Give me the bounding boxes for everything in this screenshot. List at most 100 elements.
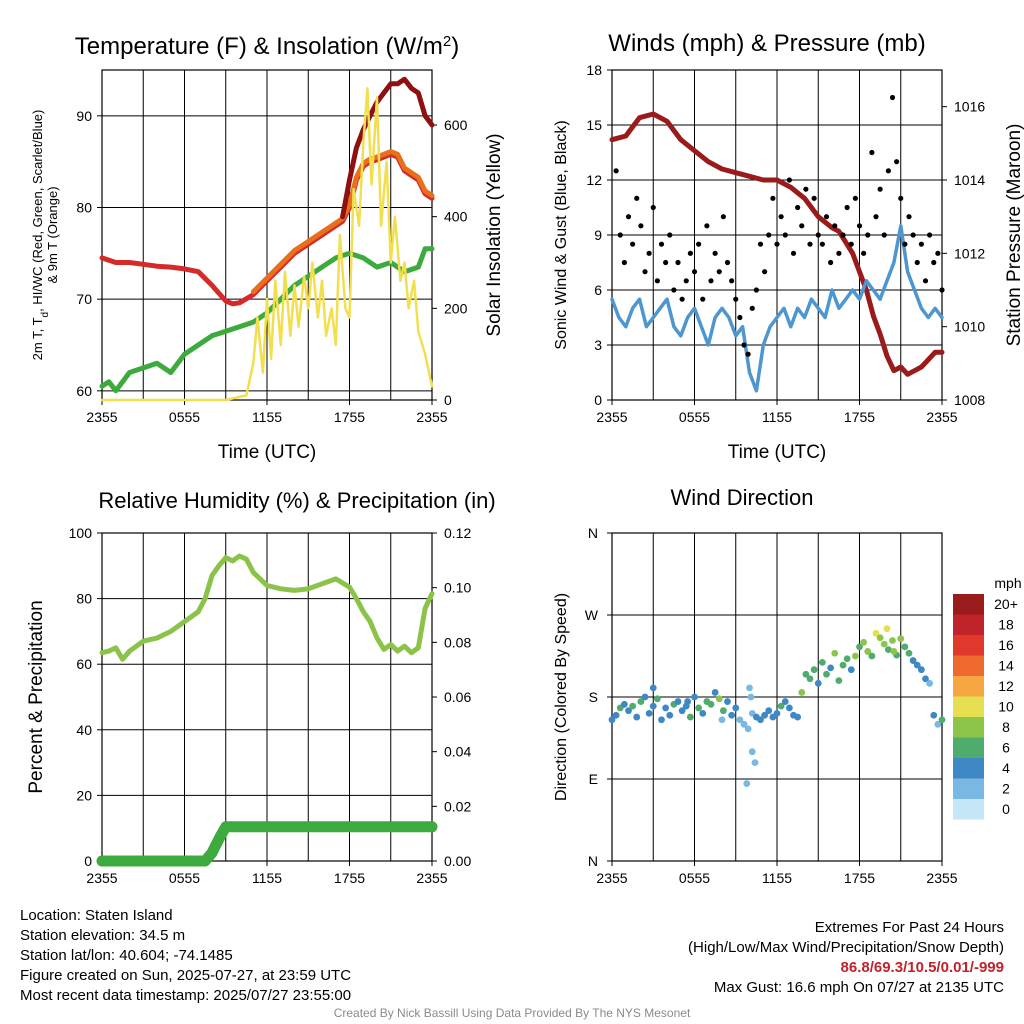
- x-tick-label: 2355: [926, 409, 957, 425]
- direction-point: [794, 713, 802, 721]
- extremes-values: 86.8/69.3/10.5/0.01/-999: [840, 959, 1004, 976]
- y2-tick-label: 1016: [954, 99, 985, 115]
- y-tick-label: 18: [586, 62, 602, 78]
- direction-point: [653, 695, 661, 703]
- y-tick-label: 0: [594, 392, 602, 408]
- y2-tick-label: 1008: [954, 392, 985, 408]
- gust-point: [823, 214, 830, 220]
- station-elevation: Station elevation: 34.5 m: [20, 927, 186, 944]
- direction-point: [901, 643, 909, 651]
- x-tick-label: 0555: [169, 870, 200, 886]
- direction-point: [736, 716, 744, 724]
- y-tick-label: E: [589, 771, 598, 787]
- direction-point: [641, 693, 649, 701]
- gust-point: [700, 296, 706, 302]
- y2-tick-label: 1010: [954, 319, 985, 335]
- gust-point: [737, 314, 743, 321]
- direction-point: [897, 635, 905, 643]
- y-axis-label: Percent & Precipitation: [26, 600, 47, 793]
- gust-point: [889, 94, 896, 101]
- gust-point: [679, 296, 685, 302]
- gust-point: [613, 168, 619, 174]
- direction-point: [883, 625, 891, 633]
- direction-point: [691, 693, 698, 701]
- legend-swatch: [953, 696, 984, 717]
- direction-point: [728, 711, 736, 719]
- gust-point: [617, 232, 623, 238]
- direction-point: [823, 670, 830, 678]
- extremes-subtitle: (High/Low/Max Wind/Precipitation/Snow De…: [688, 939, 1004, 956]
- temperature-series-line: [99, 246, 435, 394]
- x-tick-label: 1755: [844, 870, 875, 886]
- gust-point: [918, 241, 924, 247]
- rh-line: [99, 553, 435, 662]
- y-tick-label: 12: [586, 172, 602, 188]
- chart-title: Winds (mph) & Pressure (mb): [608, 30, 925, 57]
- gust-point: [877, 186, 883, 192]
- gust-point: [753, 287, 759, 293]
- chart-panel-1: 2355 0555 1155 1755 2355 60 70 80 90 0 200 400 600 Te…: [30, 33, 505, 464]
- direction-point: [757, 716, 764, 724]
- direction-point: [806, 675, 814, 683]
- legend-label: 18: [998, 617, 1014, 633]
- y-tick-label: 6: [594, 282, 602, 298]
- x-tick-label: 1155: [762, 870, 792, 886]
- wind-line: [610, 224, 944, 393]
- direction-point: [777, 702, 785, 710]
- direction-point: [864, 648, 872, 655]
- y-tick-label: S: [589, 689, 598, 705]
- legend-swatch: [953, 717, 984, 738]
- x-tick-label: 2355: [86, 409, 117, 425]
- direction-point: [843, 655, 851, 663]
- x-tick-label: 2355: [416, 870, 447, 886]
- direction-point: [748, 748, 756, 756]
- direction-point: [747, 693, 755, 701]
- y-tick-label: N: [588, 525, 598, 541]
- y2-tick-label: 400: [444, 209, 468, 225]
- chart-title: Temperature (F) & Insolation (W/m2): [75, 33, 459, 61]
- direction-point: [868, 652, 876, 660]
- direction-point: [839, 661, 847, 669]
- y2-tick-label: 600: [444, 117, 468, 133]
- direction-point: [913, 661, 921, 669]
- y-tick-label: 80: [76, 591, 92, 607]
- direction-point: [724, 698, 731, 705]
- direction-point: [773, 710, 781, 717]
- gust-point: [840, 232, 846, 238]
- y-axis-label: Direction (Colored By Speed): [553, 593, 570, 801]
- gust-point: [625, 214, 632, 220]
- gust-point: [865, 232, 871, 238]
- legend-title: mph: [994, 575, 1021, 591]
- direction-point: [744, 725, 752, 733]
- direction-point: [835, 677, 843, 684]
- direction-point: [856, 643, 863, 651]
- direction-point: [629, 702, 637, 710]
- direction-point: [649, 684, 657, 692]
- gust-point: [861, 250, 867, 256]
- legend-label: 10: [998, 699, 1014, 715]
- gust-point: [687, 250, 693, 256]
- gust-point: [828, 259, 834, 266]
- gust-point: [766, 232, 772, 238]
- legend-swatch: [953, 778, 984, 799]
- gust-point: [749, 305, 755, 311]
- gust-point: [745, 351, 751, 357]
- legend-label: 12: [998, 678, 1014, 694]
- direction-point: [678, 707, 686, 715]
- direction-point: [851, 652, 859, 660]
- direction-point: [732, 704, 740, 712]
- direction-point: [926, 679, 934, 687]
- direction-point: [872, 629, 880, 637]
- legend-swatch: [953, 737, 984, 758]
- temperature-series-line: [340, 76, 435, 220]
- x-tick-label: 2355: [926, 870, 957, 886]
- direction-point: [889, 637, 896, 644]
- gust-point: [667, 232, 673, 238]
- x-tick-label: 2355: [86, 870, 117, 886]
- gust-point: [621, 259, 627, 266]
- gust-point: [807, 241, 813, 247]
- y2-tick-label: 0.06: [444, 689, 471, 705]
- direction-point: [890, 648, 898, 655]
- y-tick-label: 3: [594, 337, 602, 353]
- y-tick-label: 15: [586, 117, 602, 133]
